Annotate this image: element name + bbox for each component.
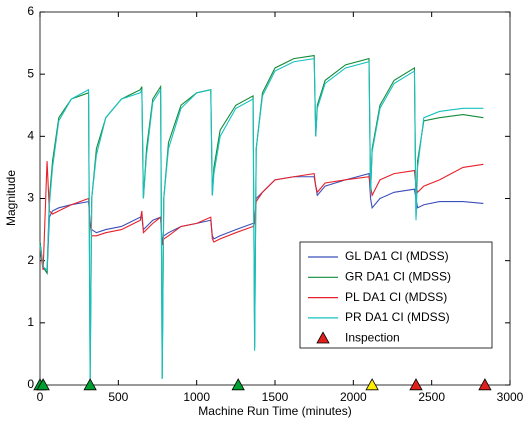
x-tick-label: 0 xyxy=(37,390,44,404)
y-tick-label: 6 xyxy=(27,4,34,18)
y-tick-label: 4 xyxy=(27,129,34,143)
legend-marker xyxy=(316,331,330,344)
inspection-marker xyxy=(409,378,423,391)
inspection-marker xyxy=(36,378,50,391)
inspection-marker xyxy=(365,378,379,391)
inspection-marker xyxy=(231,378,245,391)
inspection-marker xyxy=(478,378,492,391)
y-tick-label: 3 xyxy=(27,191,34,205)
legend-label: PL DA1 CI (MDSS) xyxy=(345,290,447,304)
y-tick-label: 0 xyxy=(27,377,34,391)
x-tick-label: 2000 xyxy=(340,390,367,404)
y-tick-label: 5 xyxy=(27,66,34,80)
legend-box xyxy=(299,241,493,349)
y-tick-label: 2 xyxy=(27,253,34,267)
x-tick-label: 2500 xyxy=(418,390,445,404)
legend-label: GL DA1 CI (MDSS) xyxy=(345,249,449,263)
x-axis-title: Machine Run Time (minutes) xyxy=(198,404,351,418)
x-tick-label: 500 xyxy=(108,390,128,404)
legend-label: PR DA1 CI (MDSS) xyxy=(345,310,450,324)
y-axis-title: Magnitude xyxy=(4,170,18,226)
legend-label: Inspection xyxy=(345,330,400,344)
inspection-marker xyxy=(83,378,97,391)
legend-label: GR DA1 CI (MDSS) xyxy=(345,269,451,283)
x-tick-label: 1000 xyxy=(183,390,210,404)
x-tick-label: 1500 xyxy=(262,390,289,404)
x-tick-label: 3000 xyxy=(497,390,524,404)
y-tick-label: 1 xyxy=(27,315,34,329)
series-line xyxy=(39,57,484,382)
